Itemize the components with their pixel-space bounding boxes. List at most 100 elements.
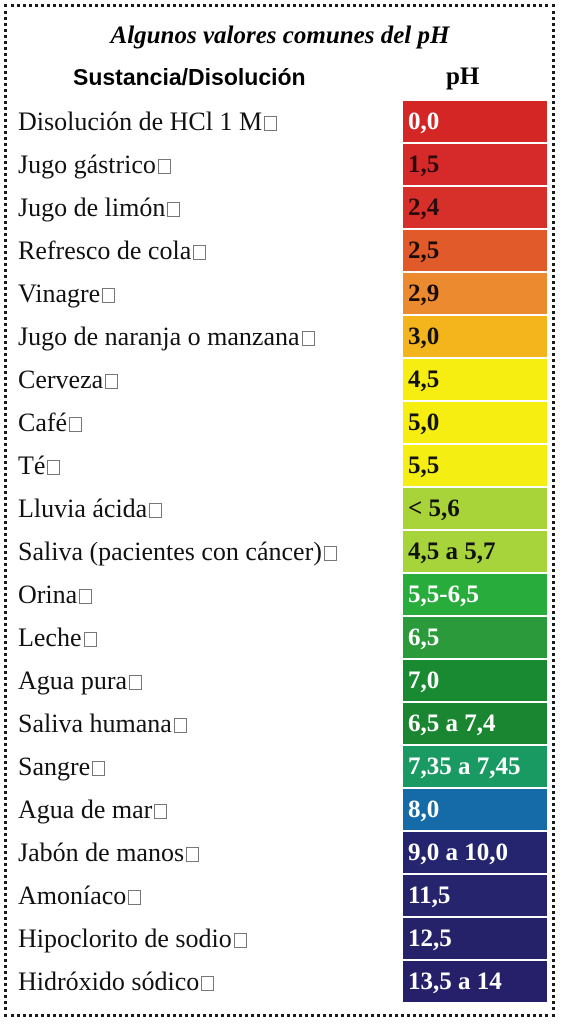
substance-name: Cerveza [18, 359, 119, 400]
substance-name: Agua de mar [18, 789, 168, 830]
table-row: Refresco de cola 2,5 [0, 230, 567, 273]
substance-name-text: Leche [18, 623, 82, 652]
table-row: Hidróxido sódico 13,5 a 14 [0, 961, 567, 1004]
table-row: Vinagre 2,9 [0, 273, 567, 316]
substance-name-text: Jugo gástrico [18, 150, 156, 179]
substance-name-text: Agua pura [18, 666, 128, 695]
table-row: Jugo de limón 2,4 [0, 187, 567, 230]
substance-name-text: Disolución de HCl 1 M [18, 107, 263, 136]
ph-table-body: Disolución de HCl 1 M 0,0 Jugo gástrico 1,5… [0, 101, 567, 1004]
substance-name: Saliva humana [18, 703, 187, 744]
missing-glyph-box-icon [92, 761, 106, 776]
substance-name: Vinagre [18, 273, 116, 314]
substance-name: Jugo de naranja o manzana [18, 316, 315, 357]
substance-name-text: Saliva (pacientes con cáncer) [18, 537, 322, 566]
substance-name: Jugo gástrico [18, 144, 171, 185]
ph-value-cell: 6,5 [403, 617, 547, 658]
table-row: Amoníaco 11,5 [0, 875, 567, 918]
missing-glyph-box-icon [102, 288, 116, 303]
missing-glyph-box-icon [69, 417, 83, 432]
ph-value-cell: 8,0 [403, 789, 547, 830]
missing-glyph-box-icon [301, 331, 315, 346]
missing-glyph-box-icon [47, 460, 61, 475]
missing-glyph-box-icon [79, 589, 93, 604]
ph-value-cell: 13,5 a 14 [403, 961, 547, 1002]
substance-name-text: Cerveza [18, 365, 104, 394]
substance-name-text: Refresco de cola [18, 236, 192, 265]
missing-glyph-box-icon [264, 116, 278, 131]
table-row: Jugo gástrico 1,5 [0, 144, 567, 187]
table-row: Té 5,5 [0, 445, 567, 488]
ph-value-cell: 4,5 [403, 359, 547, 400]
substance-name: Té [18, 445, 61, 486]
substance-name: Agua pura [18, 660, 143, 701]
ph-value-cell: 0,0 [403, 101, 547, 142]
ph-value-cell: < 5,6 [403, 488, 547, 529]
table-row: Café 5,0 [0, 402, 567, 445]
missing-glyph-box-icon [186, 847, 200, 862]
substance-name-text: Café [18, 408, 68, 437]
ph-value-cell: 1,5 [403, 144, 547, 185]
substance-name-text: Hidróxido sódico [18, 967, 200, 996]
missing-glyph-box-icon [323, 546, 337, 561]
ph-value-cell: 7,0 [403, 660, 547, 701]
substance-name: Jabón de manos [18, 832, 200, 873]
table-row: Hipoclorito de sodio 12,5 [0, 918, 567, 961]
substance-name-text: Hipoclorito de sodio [18, 924, 232, 953]
ph-value-cell: 11,5 [403, 875, 547, 916]
substance-name: Lluvia ácida [18, 488, 163, 529]
missing-glyph-box-icon [154, 804, 168, 819]
substance-name-text: Jugo de limón [18, 193, 166, 222]
substance-name-text: Jugo de naranja o manzana [18, 322, 300, 351]
table-row: Jabón de manos 9,0 a 10,0 [0, 832, 567, 875]
missing-glyph-box-icon [149, 503, 163, 518]
ph-value-cell: 4,5 a 5,7 [403, 531, 547, 572]
missing-glyph-box-icon [105, 374, 119, 389]
ph-value-cell: 2,9 [403, 273, 547, 314]
substance-name-text: Sangre [18, 752, 91, 781]
missing-glyph-box-icon [167, 202, 181, 217]
substance-name: Hidróxido sódico [18, 961, 215, 1002]
table-row: Cerveza 4,5 [0, 359, 567, 402]
substance-name-text: Saliva humana [18, 709, 172, 738]
substance-name: Jugo de limón [18, 187, 181, 228]
ph-value-cell: 9,0 a 10,0 [403, 832, 547, 873]
missing-glyph-box-icon [233, 933, 247, 948]
substance-name: Refresco de cola [18, 230, 207, 271]
table-row: Orina 5,5-6,5 [0, 574, 567, 617]
ph-value-cell: 12,5 [403, 918, 547, 959]
table-row: Saliva (pacientes con cáncer) 4,5 a 5,7 [0, 531, 567, 574]
ph-value-cell: 2,4 [403, 187, 547, 228]
substance-name: Leche [18, 617, 97, 658]
column-header-substance: Sustancia/Disolución [73, 64, 306, 90]
missing-glyph-box-icon [193, 245, 207, 260]
substance-name-text: Lluvia ácida [18, 494, 148, 523]
ph-value-cell: 2,5 [403, 230, 547, 271]
ph-value-cell: 7,35 a 7,45 [403, 746, 547, 787]
column-header-ph: pH [446, 63, 480, 90]
missing-glyph-box-icon [201, 976, 215, 991]
substance-name-text: Amoníaco [18, 881, 127, 910]
substance-name-text: Vinagre [18, 279, 101, 308]
substance-name-text: Jabón de manos [18, 838, 185, 867]
substance-name: Disolución de HCl 1 M [18, 101, 278, 142]
missing-glyph-box-icon [83, 632, 97, 647]
substance-name: Saliva (pacientes con cáncer) [18, 531, 337, 572]
dotted-border-frame [4, 4, 555, 1017]
substance-name: Café [18, 402, 83, 443]
substance-name-text: Orina [18, 580, 78, 609]
table-row: Jugo de naranja o manzana 3,0 [0, 316, 567, 359]
substance-name-text: Té [18, 451, 46, 480]
table-row: Agua pura 7,0 [0, 660, 567, 703]
missing-glyph-box-icon [173, 718, 187, 733]
substance-name: Orina [18, 574, 93, 615]
ph-value-cell: 5,0 [403, 402, 547, 443]
table-row: Agua de mar 8,0 [0, 789, 567, 832]
missing-glyph-box-icon [128, 890, 142, 905]
table-row: Saliva humana 6,5 a 7,4 [0, 703, 567, 746]
table-row: Sangre 7,35 a 7,45 [0, 746, 567, 789]
substance-name: Hipoclorito de sodio [18, 918, 247, 959]
substance-name-text: Agua de mar [18, 795, 153, 824]
substance-name: Amoníaco [18, 875, 142, 916]
substance-name: Sangre [18, 746, 106, 787]
